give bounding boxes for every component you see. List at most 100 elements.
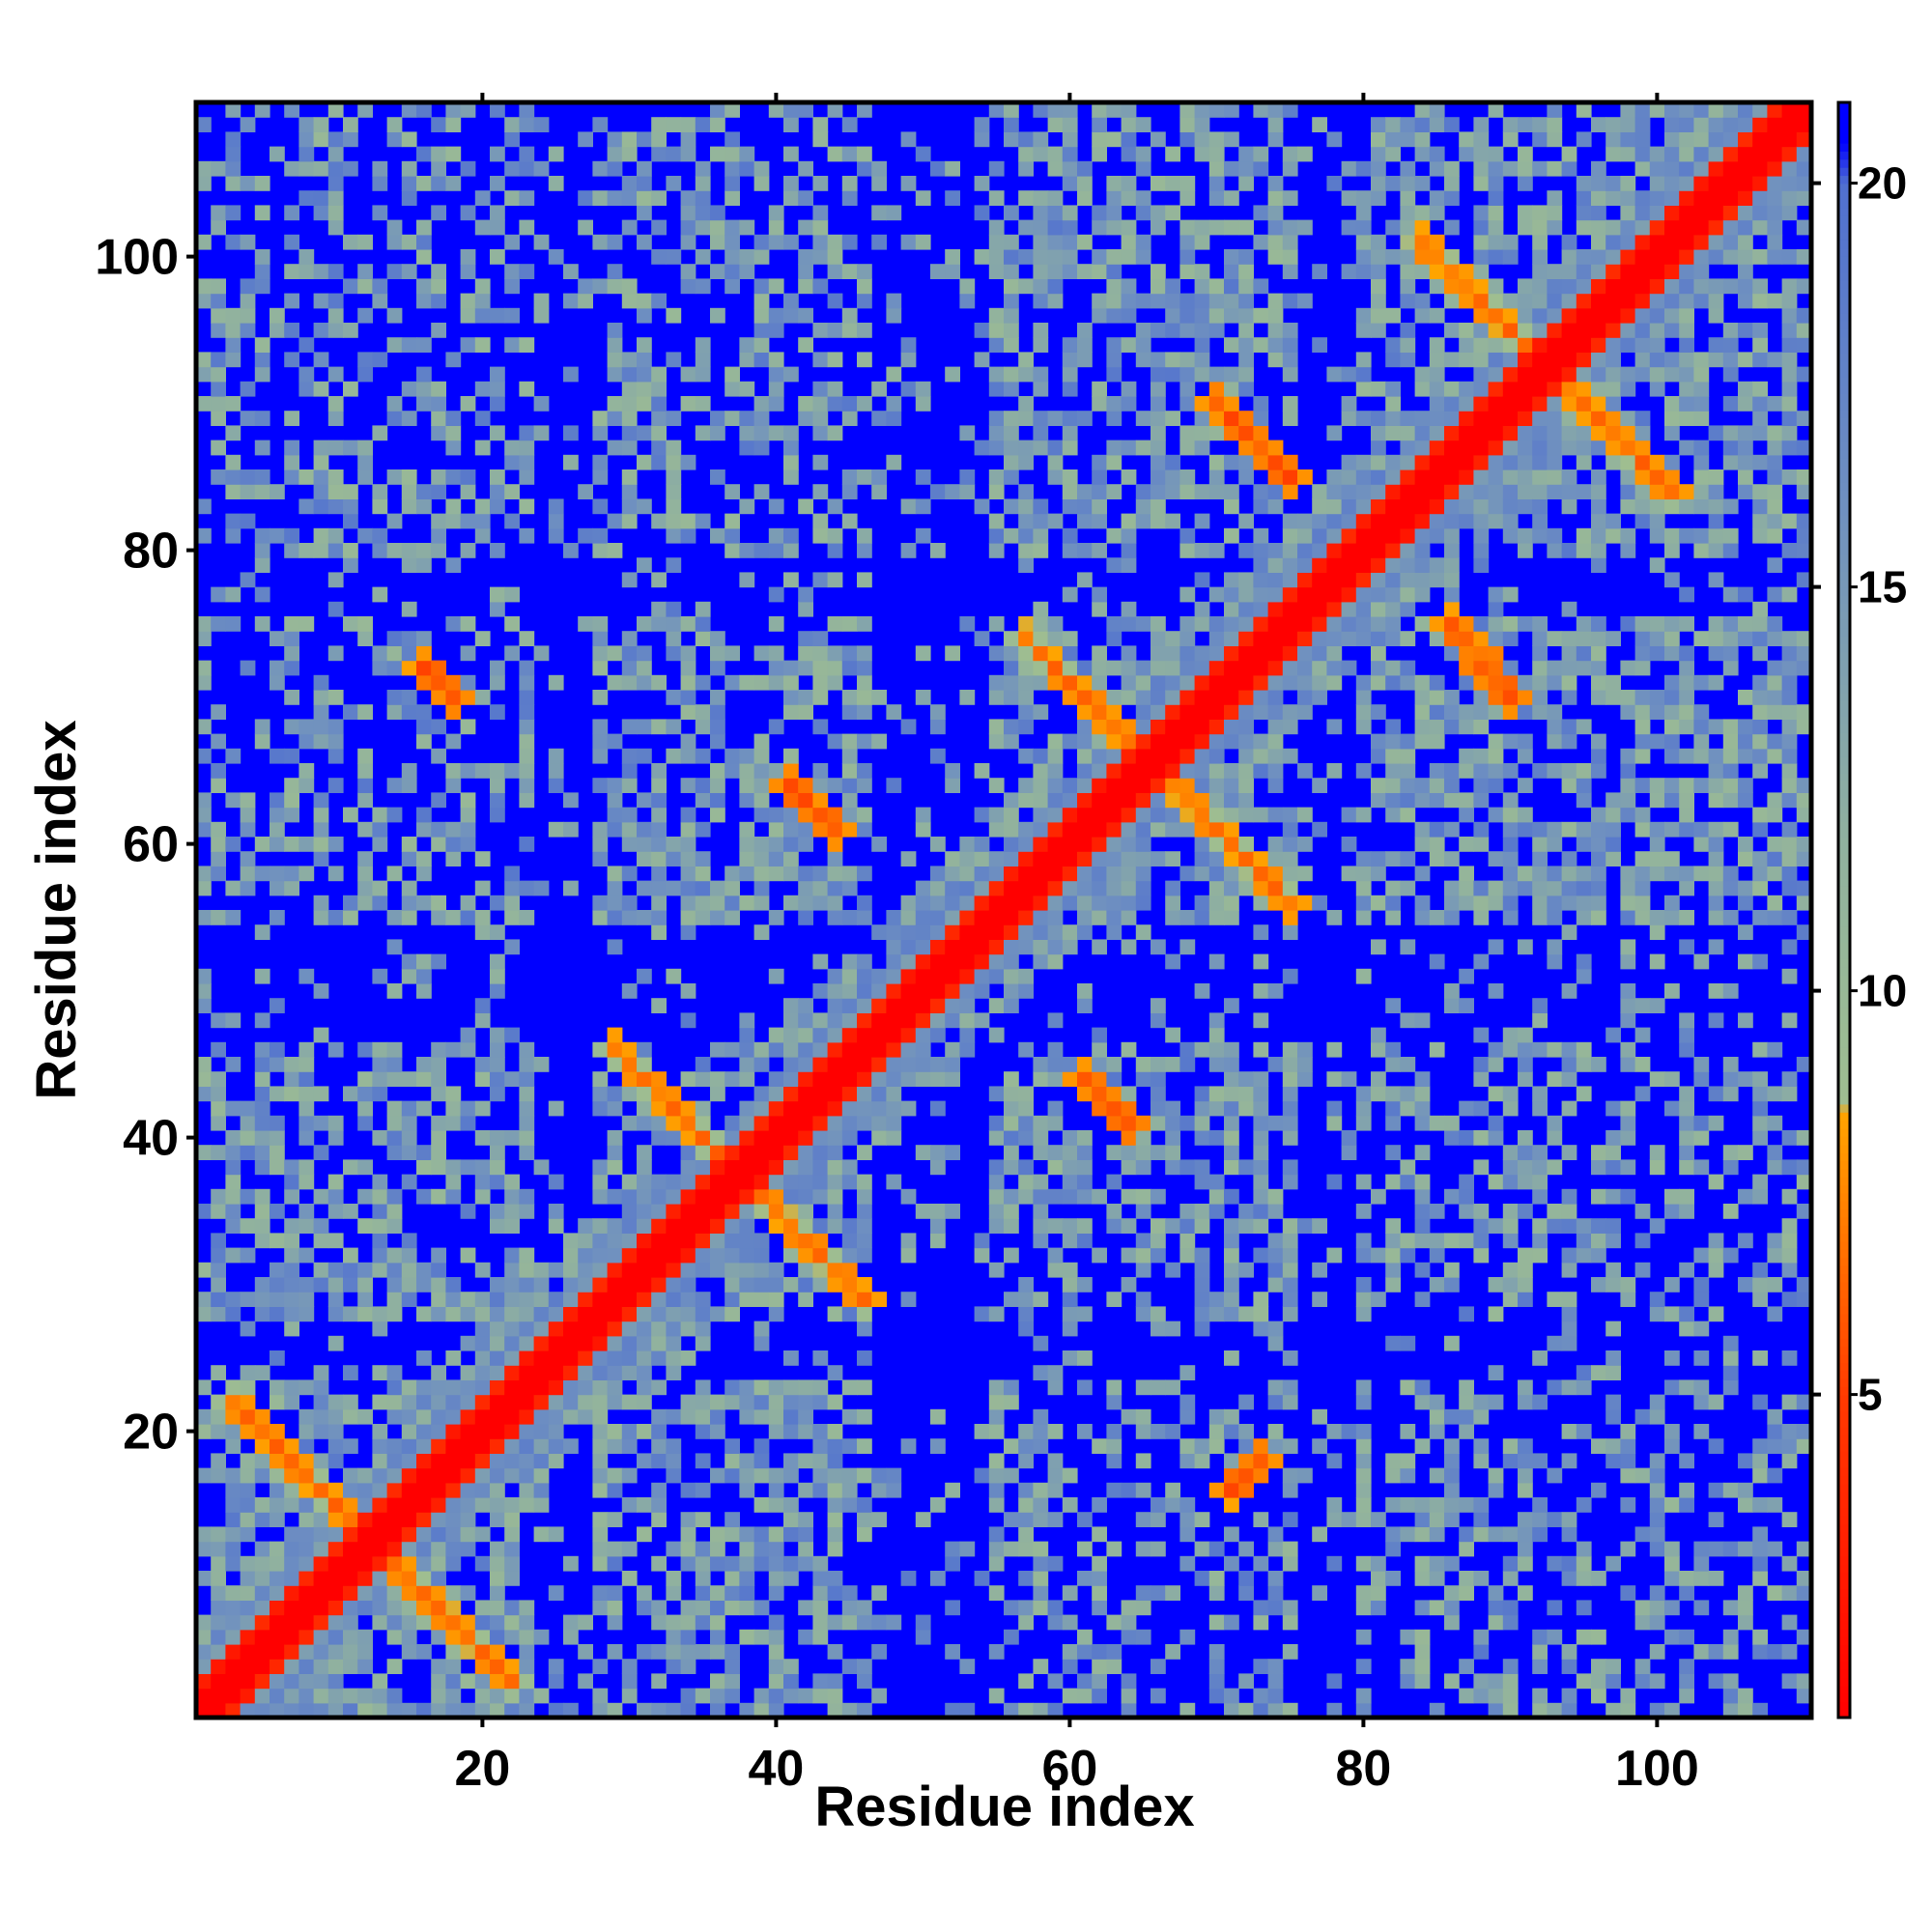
heatmap-cell (240, 1497, 256, 1513)
heatmap-cell (1267, 851, 1284, 867)
heatmap-cell (1385, 352, 1401, 368)
heatmap-cell (1092, 763, 1107, 779)
heatmap-cell (841, 1100, 858, 1117)
heatmap-cell (1062, 146, 1078, 162)
heatmap-cell (974, 205, 990, 221)
heatmap-cell (1297, 1041, 1313, 1058)
heatmap-cell (871, 1041, 887, 1058)
heatmap-cell (1267, 807, 1284, 823)
heatmap-cell (1033, 1188, 1049, 1205)
heatmap-cell (1400, 586, 1416, 603)
heatmap-cell (327, 1408, 344, 1425)
heatmap-cell (357, 1600, 373, 1616)
heatmap-cell (1355, 1585, 1372, 1601)
heatmap-cell (666, 1541, 682, 1557)
heatmap-cell (1473, 1057, 1490, 1072)
heatmap-cell (1047, 1424, 1064, 1439)
heatmap-cell (1106, 205, 1122, 221)
heatmap-cell (1092, 586, 1107, 603)
heatmap-cell (386, 1262, 403, 1278)
heatmap-cell (1444, 190, 1460, 206)
heatmap-cell (298, 190, 315, 206)
heatmap-cell (1253, 440, 1269, 456)
heatmap-cell (1194, 778, 1210, 793)
heatmap-cell (401, 1526, 417, 1543)
heatmap-cell (666, 557, 682, 573)
heatmap-cell (1151, 219, 1166, 236)
heatmap-cell (460, 1541, 476, 1557)
heatmap-cell (651, 396, 667, 412)
heatmap-cell (753, 1555, 770, 1572)
heatmap-cell (1253, 557, 1269, 573)
heatmap-cell (1033, 807, 1049, 823)
heatmap-cell (798, 1012, 813, 1029)
heatmap-cell (1238, 176, 1254, 191)
heatmap-cell (1151, 719, 1166, 735)
heatmap-cell (1488, 631, 1504, 646)
heatmap-cell (739, 219, 755, 236)
heatmap-cell (915, 527, 931, 544)
heatmap-cell (1033, 880, 1049, 896)
heatmap-cell (1077, 660, 1093, 676)
heatmap-cell (327, 1644, 344, 1660)
heatmap-cell (1106, 690, 1122, 705)
heatmap-cell (621, 425, 638, 441)
heatmap-cell (1267, 1115, 1284, 1131)
heatmap-cell (1208, 660, 1225, 676)
heatmap-cell (768, 1174, 784, 1190)
heatmap-cell (1238, 866, 1254, 882)
heatmap-cell (1033, 234, 1049, 250)
heatmap-cell (1151, 631, 1166, 646)
heatmap-cell (343, 1497, 358, 1513)
heatmap-cell (1459, 1306, 1474, 1322)
heatmap-cell (1033, 366, 1049, 383)
heatmap-cell (504, 234, 520, 250)
heatmap-cell (959, 837, 976, 852)
heatmap-cell (1326, 513, 1343, 529)
heatmap-cell (1121, 190, 1137, 206)
heatmap-cell (504, 1130, 520, 1146)
heatmap-cell (1062, 219, 1078, 236)
heatmap-cell (1473, 1408, 1490, 1425)
heatmap-cell (445, 910, 462, 925)
heatmap-cell (710, 704, 725, 720)
heatmap-cell (416, 895, 432, 911)
heatmap-cell (621, 1041, 638, 1058)
heatmap-cell (1518, 1555, 1533, 1572)
heatmap-cell (857, 278, 872, 295)
heatmap-cell (1047, 1218, 1064, 1234)
heatmap-cell (1033, 293, 1049, 309)
heatmap-cell (431, 1453, 446, 1469)
heatmap-cell (1400, 323, 1416, 338)
heatmap-cell (474, 1159, 491, 1176)
heatmap-cell (1459, 837, 1474, 852)
heatmap-cell (416, 1350, 432, 1366)
heatmap-cell (1355, 1467, 1372, 1484)
heatmap-cell (460, 205, 476, 221)
heatmap-cell (1459, 425, 1474, 441)
heatmap-cell (533, 1292, 550, 1307)
heatmap-cell (519, 1467, 535, 1484)
heatmap-cell (1033, 102, 1049, 118)
heatmap-cell (445, 1629, 462, 1645)
heatmap-cell (1224, 778, 1239, 793)
heatmap-cell (327, 205, 344, 221)
heatmap-cell (1502, 1027, 1519, 1043)
heatmap-cell (1208, 307, 1225, 324)
heatmap-cell (1018, 219, 1034, 236)
heatmap-cell (372, 1247, 388, 1264)
heatmap-cell (695, 352, 711, 368)
heatmap-cell (431, 117, 446, 132)
heatmap-cell (1077, 1306, 1093, 1322)
heatmap-cell (1047, 1482, 1064, 1498)
heatmap-cell (1062, 586, 1078, 603)
heatmap-cell (1135, 1379, 1151, 1396)
heatmap-cell (621, 1659, 638, 1674)
heatmap-cell (1473, 1233, 1490, 1249)
heatmap-cell (871, 1292, 887, 1307)
heatmap-cell (1106, 1614, 1122, 1631)
heatmap-cell (857, 469, 872, 485)
heatmap-cell (460, 1306, 476, 1322)
heatmap-cell (1414, 1233, 1431, 1249)
heatmap-cell (254, 1424, 270, 1439)
